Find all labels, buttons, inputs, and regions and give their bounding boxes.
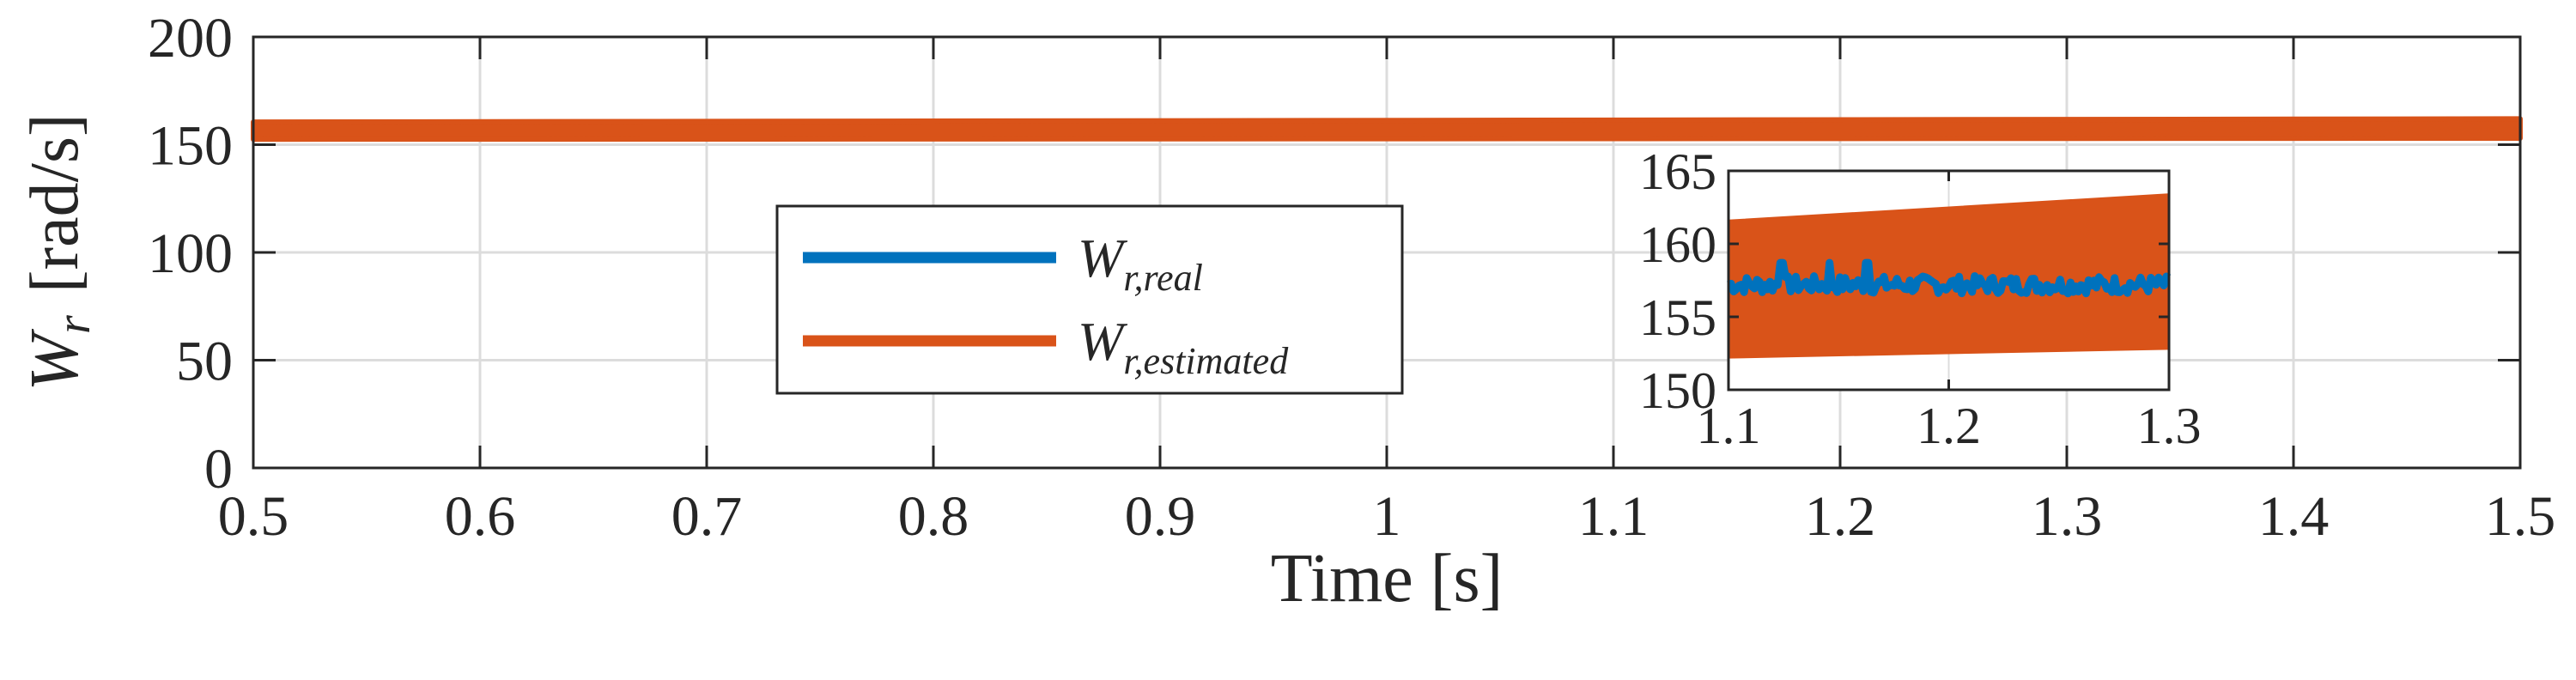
y-tick-label: 200 xyxy=(148,7,233,70)
y-tick-label: 160 xyxy=(1639,216,1716,273)
inset-line-real xyxy=(1727,258,2172,298)
y-tick-label: 155 xyxy=(1639,289,1716,346)
x-tick-label: 0.7 xyxy=(671,485,743,548)
y-axis-label-symbol: W xyxy=(17,329,93,392)
x-tick-label: 0.9 xyxy=(1125,485,1196,548)
x-tick-label: 1.4 xyxy=(2258,485,2330,548)
y-tick-label: 100 xyxy=(148,222,233,285)
y-axis-label-units: [rad/s] xyxy=(17,113,93,293)
x-tick-label: 0.5 xyxy=(218,485,289,548)
inset-zoom: 1.1 1.2 1.3 150 155 160 165 xyxy=(1639,143,2202,454)
main-ticks xyxy=(252,35,2522,470)
x-axis-label: Time [s] xyxy=(1271,541,1503,616)
x-tick-label: 1.3 xyxy=(2032,485,2103,548)
inset-series xyxy=(1727,193,2172,359)
main-y-tick-labels: 0 50 100 150 200 xyxy=(148,7,233,501)
inset-x-tick-labels: 1.1 1.2 1.3 xyxy=(1697,398,2202,454)
legend-box xyxy=(775,204,1404,395)
inset-ticks xyxy=(1727,169,2171,392)
x-tick-label: 0.8 xyxy=(898,485,969,548)
inset-y-tick-labels: 150 155 160 165 xyxy=(1639,143,1716,419)
y-tick-label: 50 xyxy=(176,331,233,393)
y-tick-label: 0 xyxy=(204,438,233,501)
series-band-estimated xyxy=(251,116,2523,143)
x-tick-label: 1.2 xyxy=(1917,398,1981,454)
x-tick-label: 1.1 xyxy=(1697,398,1761,454)
x-tick-label: 1.2 xyxy=(1805,485,1876,548)
main-x-tick-labels: 0.5 0.6 0.7 0.8 0.9 1 1.1 1.2 1.3 1.4 1.5 xyxy=(218,485,2556,548)
x-tick-label: 1 xyxy=(1373,485,1401,548)
x-tick-label: 1.3 xyxy=(2137,398,2202,454)
x-tick-label: 1.1 xyxy=(1578,485,1649,548)
legend: Wr,real Wr,estimated xyxy=(775,204,1404,395)
legend-label-real: Wr,real xyxy=(1078,228,1203,299)
main-series xyxy=(251,116,2523,143)
y-tick-label: 150 xyxy=(1639,362,1716,419)
legend-label-estimated: Wr,estimated xyxy=(1078,311,1289,382)
y-tick-label: 165 xyxy=(1639,143,1716,200)
y-axis-label-subscript: r xyxy=(47,315,100,334)
y-tick-label: 150 xyxy=(148,115,233,178)
y-axis-label: Wr [rad/s] xyxy=(17,113,100,391)
x-tick-label: 0.6 xyxy=(445,485,516,548)
x-tick-label: 1.5 xyxy=(2485,485,2556,548)
